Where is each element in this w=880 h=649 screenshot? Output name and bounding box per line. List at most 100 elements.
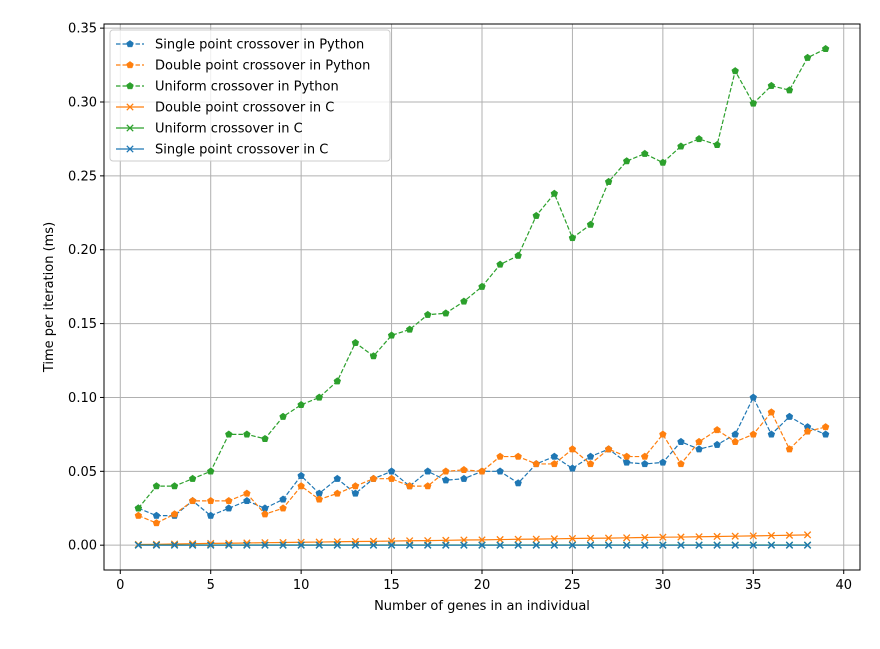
- legend-label: Uniform crossover in Python: [155, 80, 339, 95]
- data-point: [641, 541, 649, 549]
- data-point: [134, 504, 143, 512]
- series-2: [134, 408, 830, 527]
- data-point: [243, 541, 251, 549]
- data-point: [677, 541, 685, 549]
- data-point: [514, 535, 522, 543]
- data-point: [496, 541, 504, 549]
- data-point: [170, 540, 179, 548]
- legend-box: [109, 29, 391, 162]
- data-point: [659, 158, 667, 166]
- x-tick-label: 10: [293, 578, 310, 593]
- legend: Single point crossover in Python Double p…: [109, 29, 391, 162]
- data-point: [659, 533, 667, 541]
- data-point: [586, 541, 595, 549]
- data-point: [315, 538, 323, 546]
- data-point: [279, 504, 287, 512]
- data-point: [514, 541, 522, 549]
- data-point: [405, 325, 414, 333]
- data-point: [622, 157, 631, 165]
- data-point: [369, 541, 378, 549]
- data-point: [225, 541, 233, 549]
- data-point: [405, 482, 414, 490]
- data-point: [297, 541, 305, 549]
- data-point: [279, 495, 287, 503]
- data-point: [532, 211, 540, 219]
- data-point: [460, 541, 468, 549]
- data-point: [749, 99, 758, 107]
- data-point: [713, 440, 721, 448]
- data-point: [243, 430, 251, 438]
- data-point: [641, 452, 649, 460]
- data-point: [713, 532, 721, 541]
- y-axis-label: Time per iteration (ms): [42, 222, 57, 373]
- data-point: [152, 511, 161, 519]
- data-point: [731, 532, 739, 540]
- x-axis-label: Number of genes in an individual: [374, 599, 590, 614]
- data-point: [206, 496, 215, 505]
- legend-label: Uniform crossover in C: [155, 122, 303, 137]
- data-point: [568, 234, 577, 242]
- data-point: [188, 540, 197, 548]
- data-point: [351, 541, 360, 549]
- data-point: [514, 452, 522, 460]
- data-point: [568, 464, 577, 472]
- data-point: [641, 533, 649, 542]
- data-point: [243, 489, 251, 497]
- data-point: [821, 430, 830, 438]
- legend-entry: Uniform crossover in C: [116, 122, 303, 137]
- data-point: [821, 423, 830, 431]
- data-point: [297, 538, 305, 546]
- data-point: [785, 531, 794, 539]
- y-tick-label: 0.35: [68, 22, 97, 37]
- data-point: [767, 430, 776, 438]
- legend-label: Double point crossover in Python: [155, 59, 370, 74]
- data-point: [126, 124, 134, 132]
- data-point: [767, 408, 776, 416]
- data-point: [315, 541, 323, 549]
- data-point: [731, 430, 739, 438]
- data-point: [749, 393, 758, 401]
- data-point: [261, 541, 269, 549]
- data-point: [532, 535, 540, 543]
- data-point: [695, 437, 703, 445]
- legend-entry: Single point crossover in Python: [116, 38, 364, 53]
- data-point: [442, 467, 450, 475]
- data-point: [622, 452, 631, 460]
- data-point: [568, 541, 577, 549]
- data-point: [767, 531, 776, 540]
- data-point: [803, 531, 812, 539]
- series-3: [134, 44, 830, 512]
- x-tick-label: 20: [474, 578, 491, 593]
- x-tick-label: 25: [564, 578, 581, 593]
- data-point: [170, 541, 179, 549]
- data-point: [586, 220, 595, 228]
- y-tick-label: 0.00: [68, 539, 97, 554]
- plot-series: [134, 44, 830, 549]
- data-point: [749, 430, 758, 438]
- data-point: [279, 541, 287, 549]
- data-point: [369, 352, 378, 360]
- data-point: [785, 412, 794, 420]
- data-point: [604, 177, 613, 185]
- data-point: [803, 427, 812, 435]
- data-point: [641, 460, 649, 468]
- data-point: [297, 400, 305, 408]
- data-point: [803, 53, 812, 61]
- data-point: [126, 61, 134, 69]
- data-point: [261, 434, 269, 442]
- data-point: [333, 474, 342, 482]
- data-point: [387, 467, 396, 475]
- data-point: [315, 495, 323, 503]
- data-point: [225, 430, 233, 438]
- data-point: [677, 533, 685, 541]
- legend-entry: Uniform crossover in Python: [116, 80, 339, 95]
- series-6: [134, 541, 812, 549]
- data-point: [496, 260, 504, 268]
- y-tick-label: 0.15: [68, 317, 97, 332]
- data-point: [206, 511, 215, 519]
- data-point: [126, 145, 134, 153]
- data-point: [785, 86, 794, 94]
- data-point: [478, 467, 486, 475]
- data-point: [659, 541, 667, 549]
- data-point: [496, 535, 504, 544]
